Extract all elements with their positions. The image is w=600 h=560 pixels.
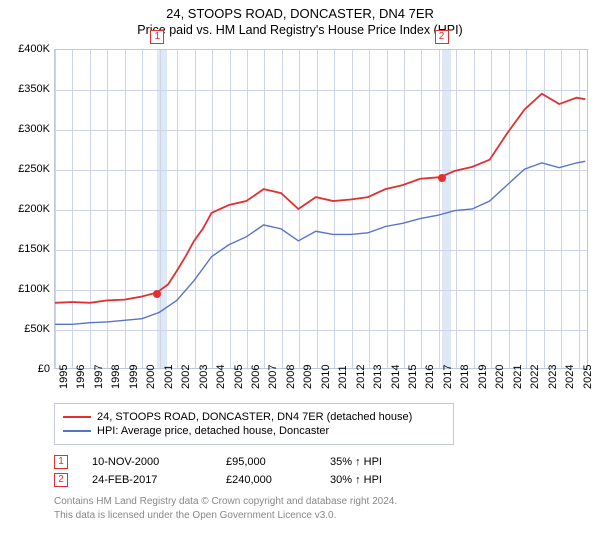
x-axis-label: 2019 — [477, 365, 489, 389]
footer-line-1: Contains HM Land Registry data © Crown c… — [54, 495, 588, 509]
legend-row-address: 24, STOOPS ROAD, DONCASTER, DN4 7ER (det… — [63, 411, 445, 423]
plot: 12 — [54, 49, 588, 369]
x-axis-label: 2009 — [302, 365, 314, 389]
y-axis-label: £250K — [12, 163, 50, 175]
footer-line-2: This data is licensed under the Open Gov… — [54, 509, 588, 523]
x-axis-label: 2021 — [512, 365, 524, 389]
sale-row-2: 2 24-FEB-2017 £240,000 30% ↑ HPI — [54, 473, 588, 487]
x-axis-label: 2004 — [215, 365, 227, 389]
y-axis-label: £350K — [12, 83, 50, 95]
x-axis-label: 2020 — [494, 365, 506, 389]
x-axis-label: 2017 — [442, 365, 454, 389]
footer-text: Contains HM Land Registry data © Crown c… — [54, 495, 588, 522]
address-line — [55, 94, 585, 303]
x-axis-label: 1999 — [128, 365, 140, 389]
chart-title-address: 24, STOOPS ROAD, DONCASTER, DN4 7ER — [12, 6, 588, 21]
x-axis-label: 1995 — [58, 365, 70, 389]
sale-marker-1: 1 — [54, 455, 68, 469]
y-axis-label: £0 — [12, 363, 50, 375]
sale-marker-dot — [153, 290, 161, 298]
legend: 24, STOOPS ROAD, DONCASTER, DN4 7ER (det… — [54, 403, 454, 445]
x-axis-label: 2022 — [529, 365, 541, 389]
x-axis-label: 2008 — [285, 365, 297, 389]
y-axis-label: £300K — [12, 123, 50, 135]
line-chart-svg — [55, 50, 587, 368]
y-axis-label: £200K — [12, 203, 50, 215]
legend-swatch-address — [63, 416, 91, 418]
x-axis-label: 2012 — [355, 365, 367, 389]
sale-price-2: £240,000 — [226, 474, 306, 486]
x-axis-label: 2023 — [547, 365, 559, 389]
sale-date-1: 10-NOV-2000 — [92, 456, 202, 468]
sale-row-1: 1 10-NOV-2000 £95,000 35% ↑ HPI — [54, 455, 588, 469]
x-axis-label: 2018 — [459, 365, 471, 389]
x-axis-label: 2011 — [337, 365, 349, 389]
hpi-line — [55, 161, 585, 324]
x-axis-label: 2007 — [267, 365, 279, 389]
sale-marker-dot — [438, 174, 446, 182]
y-axis-label: £400K — [12, 43, 50, 55]
legend-row-hpi: HPI: Average price, detached house, Donc… — [63, 425, 445, 437]
x-axis-label: 1998 — [110, 365, 122, 389]
sale-marker-2: 2 — [54, 473, 68, 487]
x-axis-label: 2006 — [250, 365, 262, 389]
x-axis-label: 2013 — [372, 365, 384, 389]
y-axis-label: £100K — [12, 283, 50, 295]
sale-price-1: £95,000 — [226, 456, 306, 468]
chart-subtitle: Price paid vs. HM Land Registry's House … — [12, 23, 588, 37]
y-axis-label: £150K — [12, 243, 50, 255]
sale-marker-box: 1 — [150, 30, 164, 44]
x-axis-label: 2015 — [407, 365, 419, 389]
legend-label-address: 24, STOOPS ROAD, DONCASTER, DN4 7ER (det… — [97, 411, 412, 423]
y-axis-label: £50K — [12, 323, 50, 335]
x-axis-label: 1996 — [75, 365, 87, 389]
sale-date-2: 24-FEB-2017 — [92, 474, 202, 486]
x-axis-label: 2001 — [163, 365, 175, 389]
chart-area: £0£50K£100K£150K£200K£250K£300K£350K£400… — [12, 49, 588, 395]
x-axis-label: 2005 — [233, 365, 245, 389]
legend-label-hpi: HPI: Average price, detached house, Donc… — [97, 425, 329, 437]
sale-rel-2: 30% ↑ HPI — [330, 474, 420, 486]
sale-marker-box: 2 — [435, 30, 449, 44]
legend-swatch-hpi — [63, 430, 91, 432]
x-axis-label: 2016 — [424, 365, 436, 389]
x-axis-label: 2014 — [390, 365, 402, 389]
x-axis-label: 2002 — [180, 365, 192, 389]
x-axis-label: 2000 — [145, 365, 157, 389]
x-axis-label: 1997 — [93, 365, 105, 389]
x-axis-label: 2003 — [198, 365, 210, 389]
x-axis-label: 2024 — [564, 365, 576, 389]
x-axis-label: 2010 — [320, 365, 332, 389]
sales-table: 1 10-NOV-2000 £95,000 35% ↑ HPI 2 24-FEB… — [54, 455, 588, 487]
sale-rel-1: 35% ↑ HPI — [330, 456, 420, 468]
x-axis-label: 2025 — [582, 365, 594, 389]
